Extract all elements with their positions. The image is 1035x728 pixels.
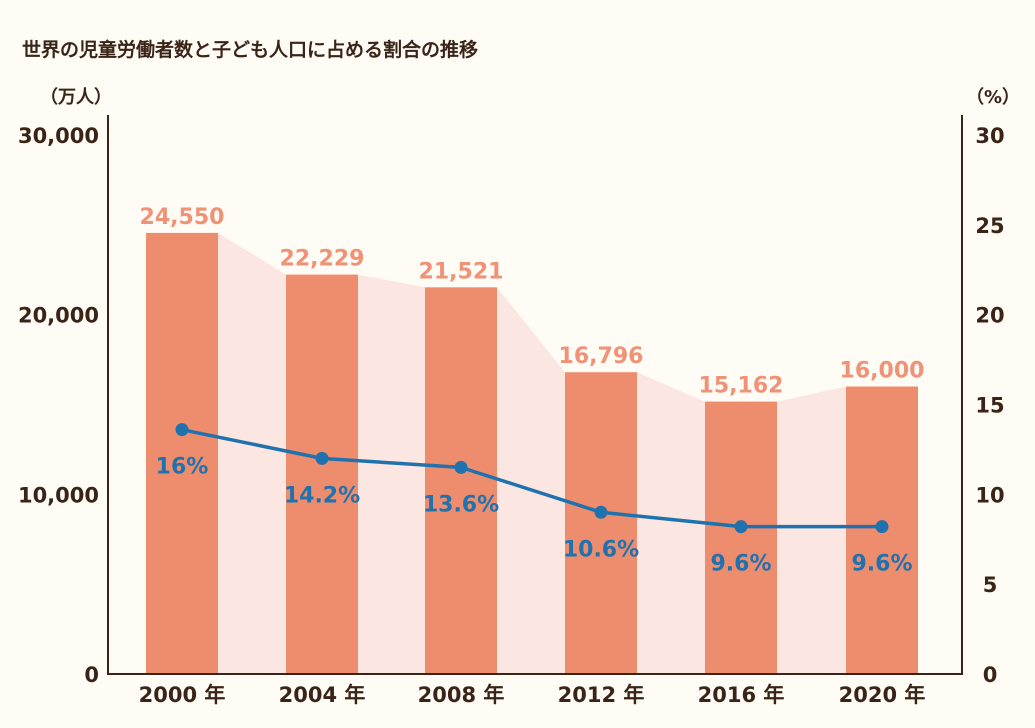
percent-value-label: 9.6% — [851, 552, 912, 577]
percent-point — [315, 451, 329, 465]
right-axis-unit: （%） — [966, 87, 1020, 108]
right-tick-label: 25 — [975, 214, 1004, 238]
line-labels-layer: 16% 14.2% 13.6% 10.6% 9.6% 9.6% — [156, 455, 913, 577]
ticks-layer: 0 10,000 20,000 30,000 0 5 10 15 20 25 30 2000 年 200… — [18, 124, 1005, 707]
percent-point — [454, 460, 468, 474]
percent-value-label: 13.6% — [423, 492, 499, 517]
left-axis-unit: （万人） — [40, 87, 112, 108]
bar-labels-layer: 24,550 22,229 21,521 16,796 15,162 16,000 — [140, 205, 925, 399]
right-tick-label: 20 — [975, 304, 1004, 328]
x-tick-label: 2016 年 — [698, 683, 785, 707]
left-tick-label: 20,000 — [18, 304, 99, 328]
chart-title: 世界の児童労働者数と子ども人口に占める割合の推移 — [22, 38, 478, 61]
percent-value-label: 16% — [156, 455, 209, 480]
bar-value-label: 16,796 — [559, 344, 644, 369]
x-tick-label: 2008 年 — [418, 683, 505, 707]
left-tick-label: 30,000 — [18, 124, 99, 148]
bar — [705, 401, 777, 674]
bar — [286, 274, 358, 674]
x-tick-label: 2000 年 — [139, 683, 226, 707]
bar — [146, 232, 218, 674]
x-tick-label: 2020 年 — [839, 683, 926, 707]
percent-point — [175, 423, 189, 437]
percent-point — [875, 520, 889, 534]
axes-layer — [107, 115, 963, 675]
percent-value-label: 14.2% — [284, 483, 360, 508]
line-layer — [175, 423, 889, 534]
bar-value-label: 24,550 — [140, 205, 225, 230]
bar-value-label: 22,229 — [280, 247, 365, 272]
right-tick-label: 30 — [975, 124, 1004, 148]
right-tick-label: 10 — [975, 483, 1004, 507]
percent-value-label: 10.6% — [563, 537, 639, 562]
bar-connector-area — [146, 232, 918, 674]
right-tick-label: 15 — [975, 394, 1004, 418]
right-tick-label: 5 — [983, 573, 998, 597]
percent-point — [734, 520, 748, 534]
x-tick-label: 2004 年 — [279, 683, 366, 707]
bar-value-label: 16,000 — [840, 359, 925, 384]
bar — [565, 372, 637, 674]
x-tick-label: 2012 年 — [558, 683, 645, 707]
area-layer — [146, 232, 918, 674]
percent-point — [594, 505, 608, 519]
bar — [425, 287, 497, 674]
percent-series-line — [181, 427, 882, 529]
left-tick-label: 10,000 — [18, 483, 99, 507]
left-tick-label: 0 — [84, 663, 99, 687]
right-tick-label: 0 — [983, 663, 998, 687]
percent-value-label: 9.6% — [710, 552, 771, 577]
bar-value-label: 15,162 — [699, 374, 784, 399]
bars-layer — [146, 232, 918, 674]
bar-value-label: 21,521 — [419, 259, 504, 284]
